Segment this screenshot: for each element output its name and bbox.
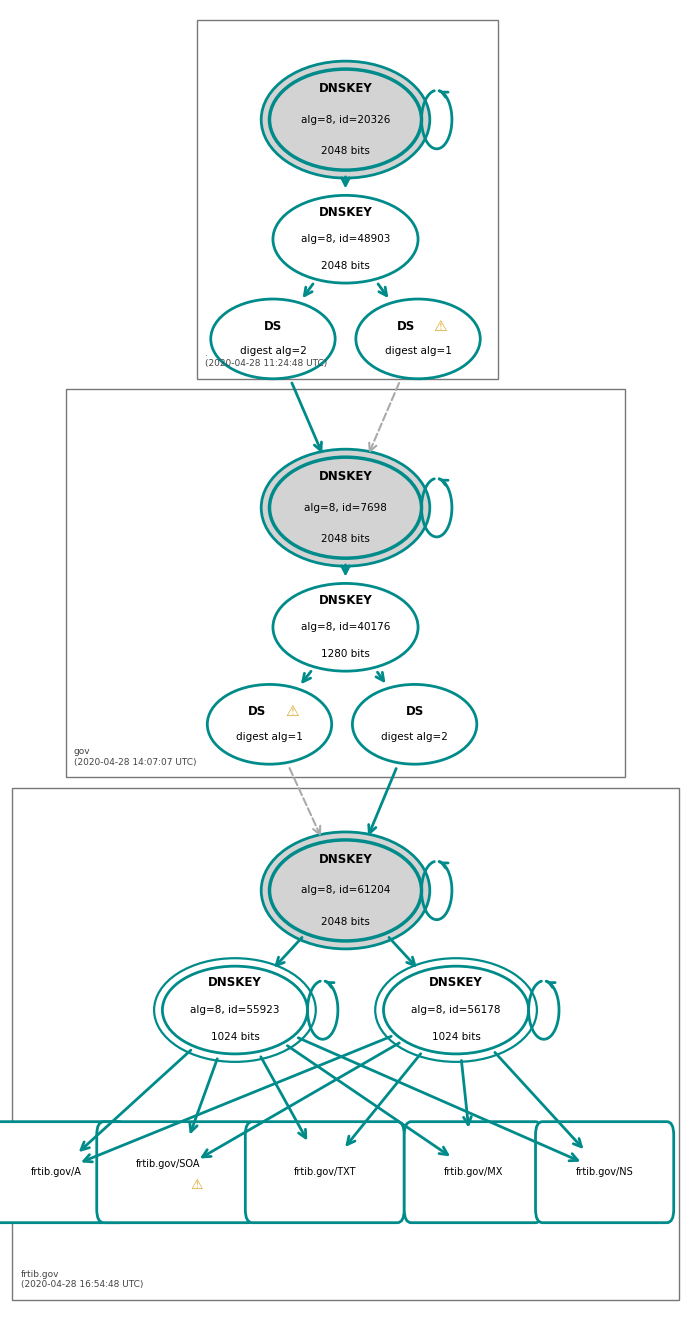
Ellipse shape [273,195,418,283]
Text: digest alg=1: digest alg=1 [236,732,303,742]
Ellipse shape [211,299,335,379]
Text: DNSKEY: DNSKEY [319,206,372,218]
Text: DS: DS [248,706,266,719]
FancyBboxPatch shape [245,1122,404,1223]
Text: frtib.gov/A: frtib.gov/A [31,1167,82,1177]
Ellipse shape [375,958,537,1062]
Text: frtib.gov/MX: frtib.gov/MX [444,1167,503,1177]
Text: 1280 bits: 1280 bits [321,650,370,659]
Text: DS: DS [397,320,415,334]
Text: alg=8, id=7698: alg=8, id=7698 [304,502,387,513]
Text: frtib.gov
(2020-04-28 16:54:48 UTC): frtib.gov (2020-04-28 16:54:48 UTC) [21,1269,143,1289]
Text: 2048 bits: 2048 bits [321,534,370,544]
Text: DS: DS [406,706,424,719]
Ellipse shape [162,966,307,1054]
Ellipse shape [261,449,430,566]
FancyBboxPatch shape [536,1122,674,1223]
Text: alg=8, id=61204: alg=8, id=61204 [301,885,390,896]
Text: DNSKEY: DNSKEY [208,977,262,989]
Text: ⚠: ⚠ [285,704,299,719]
Text: DNSKEY: DNSKEY [319,594,372,606]
Text: digest alg=1: digest alg=1 [385,347,451,356]
Ellipse shape [352,684,477,764]
Text: alg=8, id=55923: alg=8, id=55923 [190,1005,280,1015]
Text: DNSKEY: DNSKEY [429,977,483,989]
Text: DNSKEY: DNSKEY [319,82,372,94]
Ellipse shape [269,69,422,170]
Ellipse shape [261,61,430,178]
Text: digest alg=2: digest alg=2 [240,347,306,356]
Ellipse shape [356,299,480,379]
Text: ⚠: ⚠ [191,1179,203,1192]
FancyBboxPatch shape [404,1122,542,1223]
Text: frtib.gov/SOA: frtib.gov/SOA [135,1159,200,1170]
Text: DS: DS [264,320,282,334]
Text: 2048 bits: 2048 bits [321,146,370,155]
Bar [66,389,625,777]
Text: DNSKEY: DNSKEY [319,470,372,482]
Bar [197,20,498,379]
FancyBboxPatch shape [0,1122,126,1223]
Text: alg=8, id=20326: alg=8, id=20326 [301,114,390,125]
Ellipse shape [269,840,422,941]
Text: ⚠: ⚠ [433,319,447,334]
Text: .
(2020-04-28 11:24:48 UTC): . (2020-04-28 11:24:48 UTC) [205,348,328,368]
Text: alg=8, id=56178: alg=8, id=56178 [411,1005,501,1015]
Text: DNSKEY: DNSKEY [319,853,372,865]
Ellipse shape [154,958,316,1062]
Text: 1024 bits: 1024 bits [432,1033,480,1042]
Ellipse shape [273,583,418,671]
Text: alg=8, id=40176: alg=8, id=40176 [301,622,390,633]
Ellipse shape [384,966,529,1054]
Text: 2048 bits: 2048 bits [321,262,370,271]
Text: frtib.gov/TXT: frtib.gov/TXT [294,1167,356,1177]
Ellipse shape [269,457,422,558]
FancyBboxPatch shape [97,1122,256,1223]
Ellipse shape [207,684,332,764]
Text: digest alg=2: digest alg=2 [381,732,448,742]
Text: frtib.gov/NS: frtib.gov/NS [576,1167,634,1177]
Text: 2048 bits: 2048 bits [321,917,370,926]
Text: alg=8, id=48903: alg=8, id=48903 [301,234,390,245]
Ellipse shape [261,832,430,949]
Text: 1024 bits: 1024 bits [211,1033,259,1042]
Text: gov
(2020-04-28 14:07:07 UTC): gov (2020-04-28 14:07:07 UTC) [74,747,196,767]
Bar [12,788,679,1300]
